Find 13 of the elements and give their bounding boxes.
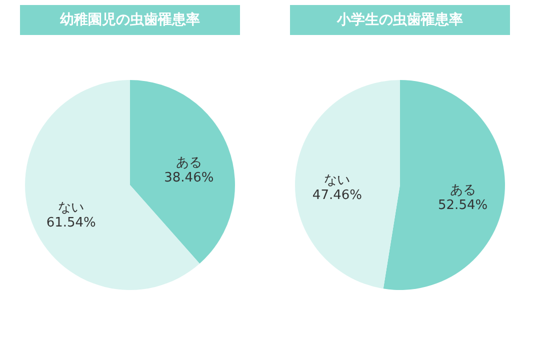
data-label: 61.54%	[46, 215, 96, 230]
data-label: 52.54%	[438, 198, 488, 214]
pie-slice	[130, 80, 235, 264]
pie-slice	[295, 80, 400, 289]
chart-title: 小学生の虫歯罹患率	[336, 11, 463, 28]
pie-slice	[383, 80, 505, 290]
data-label: 38.46%	[164, 170, 214, 186]
slice-label: ある	[450, 183, 476, 198]
data-label: 47.46%	[312, 188, 362, 203]
chart-title: 幼稚園児の虫歯罹患率	[59, 11, 200, 28]
slice-label: ある	[176, 156, 202, 171]
slice-label: ない	[58, 200, 84, 216]
slice-label: ない	[324, 172, 350, 188]
